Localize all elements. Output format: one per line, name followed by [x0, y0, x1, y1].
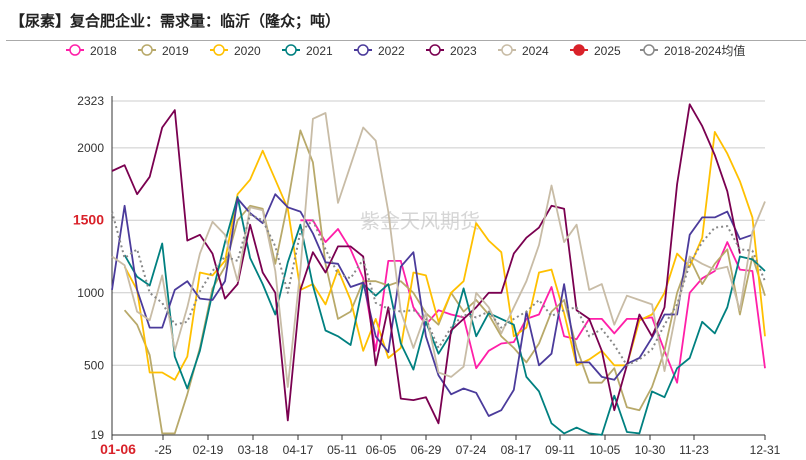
x-tick-label: 08-17 [501, 443, 532, 457]
legend-label: 2023 [450, 44, 477, 58]
series-2018 [300, 219, 766, 384]
x-tick-label: 10-05 [590, 443, 621, 457]
series-line [123, 196, 766, 436]
legend-label: 2021 [306, 44, 333, 58]
legend-marker-icon [213, 44, 225, 56]
series-line [300, 219, 766, 384]
legend-item-2023[interactable]: 2023 [426, 44, 477, 58]
y-tick-label: 19 [91, 428, 105, 442]
legend-item-2021[interactable]: 2021 [282, 44, 333, 58]
legend-marker-icon [69, 44, 81, 56]
x-tick-label: -25 [154, 443, 172, 457]
chart-title: 【尿素】复合肥企业：需求量：临沂（隆众；吨） [10, 12, 341, 30]
x-tick-label: 06-29 [411, 443, 442, 457]
legend-marker-icon [357, 44, 369, 56]
legend-label: 2018-2024均值 [664, 43, 745, 58]
legend-marker-icon [285, 44, 297, 56]
series-2024 [111, 112, 766, 388]
y-tick-label: 2000 [77, 141, 104, 155]
series-2022 [111, 193, 753, 417]
series-2020 [123, 131, 766, 381]
legend-item-2019[interactable]: 2019 [138, 44, 189, 58]
y-tick-label: 2323 [77, 94, 104, 108]
legend-marker-icon [573, 44, 585, 56]
legend-marker-icon [501, 44, 513, 56]
x-tick-label: 09-11 [545, 443, 575, 457]
watermark: 紫金天风期货 [360, 209, 480, 233]
pointer-y-label: 1500 [73, 211, 104, 227]
legend-label: 2020 [234, 44, 261, 58]
x-tick-label: 07-24 [456, 443, 487, 457]
legend-item-2025[interactable]: 2025 [570, 44, 621, 58]
x-tick-label: 11-23 [679, 443, 709, 457]
legend-marker-icon [141, 44, 153, 56]
x-tick-label: 04-17 [283, 443, 314, 457]
y-tick-label: 500 [84, 358, 104, 372]
series-line [111, 193, 753, 417]
legend-item-2018-2024均值[interactable]: 2018-2024均值 [640, 43, 745, 58]
series-2023 [111, 103, 741, 425]
legend-label: 2018 [90, 44, 117, 58]
legend-label: 2019 [162, 44, 189, 58]
series-line [111, 103, 741, 425]
legend-label: 2024 [522, 44, 549, 58]
x-tick-label: 02-19 [193, 443, 224, 457]
series-line [111, 112, 766, 388]
x-tick-label: 12-31 [750, 443, 781, 457]
legend-marker-icon [429, 44, 441, 56]
legend-item-2024[interactable]: 2024 [498, 44, 549, 58]
series-line [123, 131, 766, 381]
legend-marker-icon [643, 44, 655, 56]
title-divider [6, 40, 806, 41]
x-tick-label: 06-05 [366, 443, 397, 457]
legend-label: 2025 [594, 44, 621, 58]
x-tick-label: 10-30 [635, 443, 666, 457]
series-2021 [123, 196, 766, 436]
legend-label: 2022 [378, 44, 405, 58]
legend-item-2018[interactable]: 2018 [66, 44, 117, 58]
x-tick-label: 03-18 [238, 443, 269, 457]
y-tick-label: 1000 [77, 286, 104, 300]
x-tick-label: 05-11 [327, 443, 357, 457]
legend-item-2020[interactable]: 2020 [210, 44, 261, 58]
legend-item-2022[interactable]: 2022 [354, 44, 405, 58]
pointer-x-label: 01-06 [100, 441, 136, 457]
